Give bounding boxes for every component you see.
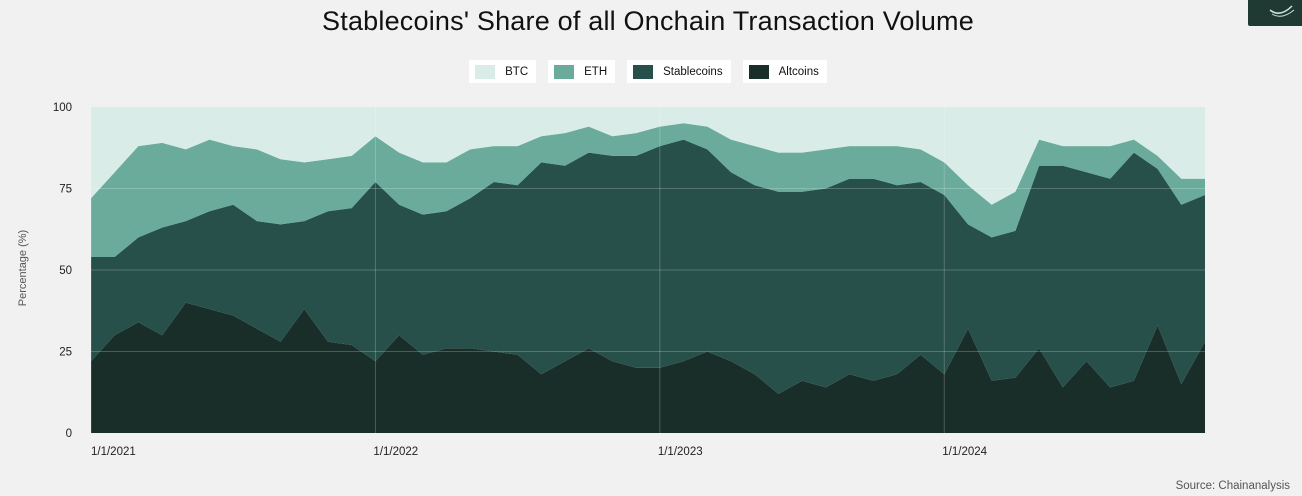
x-tick-label-1-1-2022: 1/1/2022 xyxy=(373,446,418,458)
x-tick-label-1-1-2023: 1/1/2023 xyxy=(658,446,703,458)
legend-swatch-btc xyxy=(475,64,496,79)
legend-label-altcoins: Altcoins xyxy=(778,65,819,78)
x-tick-label-1-1-2021: 1/1/2021 xyxy=(91,446,136,458)
chart-title: Stablecoins' Share of all Onchain Transa… xyxy=(322,6,974,36)
x-tick-label-1-1-2024: 1/1/2024 xyxy=(942,446,987,458)
y-tick-label-50: 50 xyxy=(59,265,72,277)
legend-label-btc: BTC xyxy=(505,65,529,78)
chart-legend: BTC ETH Stablecoins Altcoins xyxy=(0,60,1296,83)
source-note: Source: Chainanalysis xyxy=(1175,480,1290,492)
y-tick-label-100: 100 xyxy=(53,102,72,114)
y-tick-label-25: 25 xyxy=(59,347,72,359)
area-series-eth[interactable] xyxy=(91,123,1205,257)
legend-item-stablecoins[interactable]: Stablecoins xyxy=(627,60,731,83)
legend-swatch-stablecoins xyxy=(633,64,654,79)
legend-swatch-eth xyxy=(554,64,575,79)
area-series-btc[interactable] xyxy=(91,107,1205,205)
legend-item-eth[interactable]: ETH xyxy=(548,60,616,83)
legend-label-eth: ETH xyxy=(584,65,608,78)
legend-item-altcoins[interactable]: Altcoins xyxy=(742,60,827,83)
y-tick-label-0: 0 xyxy=(66,428,72,440)
y-tick-label-75: 75 xyxy=(59,184,72,196)
legend-swatch-altcoins xyxy=(748,64,769,79)
logo-icon xyxy=(1248,0,1302,26)
legend-label-stablecoins: Stablecoins xyxy=(663,65,723,78)
area-series-stablecoins[interactable] xyxy=(91,139,1205,394)
legend-item-btc[interactable]: BTC xyxy=(469,60,537,83)
